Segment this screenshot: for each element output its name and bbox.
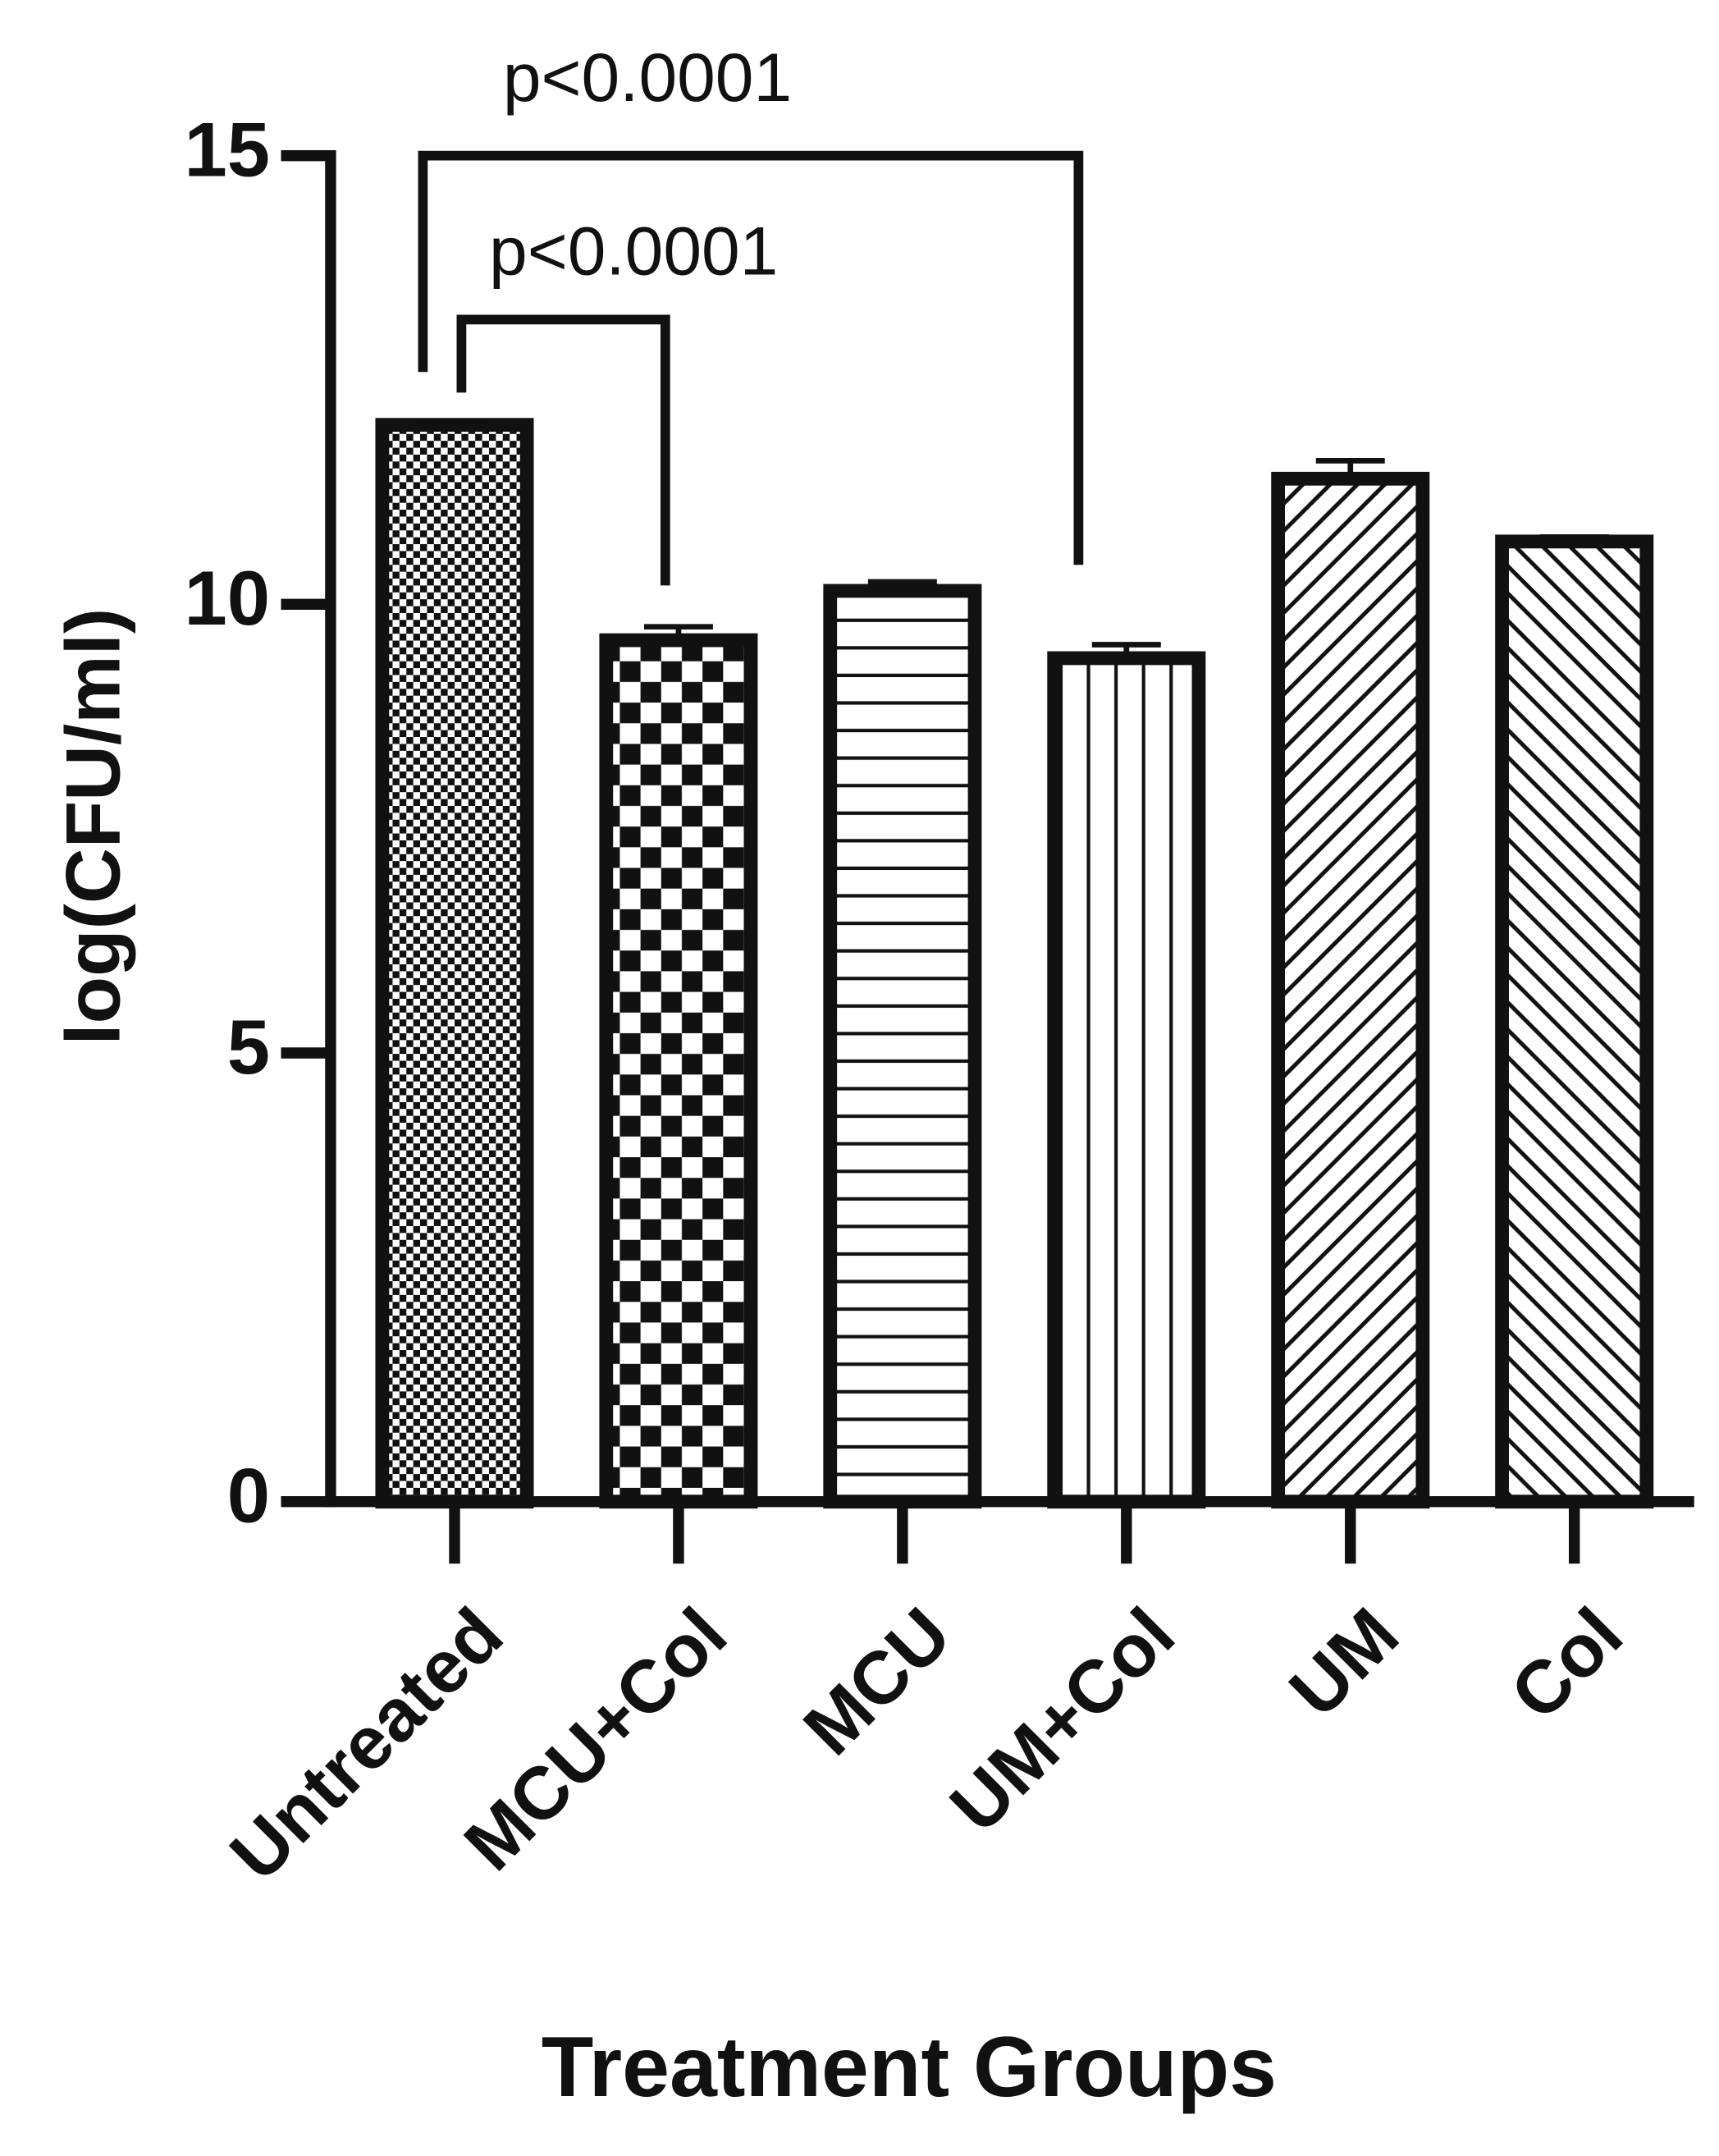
- bar: [375, 418, 534, 1509]
- bar: [823, 584, 982, 1509]
- significance-bracket: [456, 314, 670, 586]
- y-tick-label: 15: [184, 107, 270, 193]
- x-tick-label: MCU: [789, 1592, 967, 1770]
- x-tick-label: UM: [1274, 1592, 1415, 1733]
- x-tick-label: Col: [1495, 1592, 1639, 1736]
- y-tick-label: 0: [227, 1452, 270, 1538]
- error-bar: [643, 624, 713, 641]
- significance-bracket: [418, 150, 1084, 565]
- y-tick-label: 5: [227, 1004, 270, 1090]
- x-axis-title: Treatment Groups: [542, 2020, 1277, 2115]
- bar: [1047, 651, 1206, 1509]
- y-tick-label: 10: [184, 555, 270, 641]
- bar: [1495, 534, 1654, 1509]
- annotation: p<0.0001: [489, 212, 778, 289]
- error-bar: [1091, 642, 1161, 658]
- annotation: p<0.0001: [503, 39, 792, 116]
- error-bar: [867, 579, 937, 591]
- bar: [599, 633, 758, 1509]
- bar: [1271, 471, 1430, 1509]
- y-axis-title: log(CFU/ml): [50, 608, 136, 1046]
- x-tick-label: UM+Col: [935, 1592, 1191, 1848]
- error-bar: [1539, 533, 1609, 542]
- error-bar: [1315, 458, 1385, 479]
